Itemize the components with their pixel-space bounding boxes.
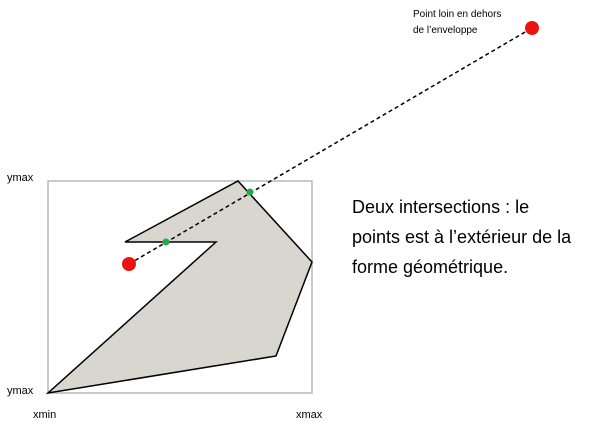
ymax-label-bottom: ymax — [7, 385, 34, 397]
far-outside-point — [525, 21, 539, 35]
far-point-label: Point loin en dehors de l’enveloppe — [413, 7, 501, 39]
xmin-label: xmin — [33, 409, 57, 421]
xmax-label: xmax — [296, 409, 323, 421]
intersection-point-2 — [246, 188, 254, 196]
geometric-shape — [45, 180, 313, 395]
far-point-label-line2: de l’enveloppe — [413, 25, 478, 36]
explanation-line2: points est à l’extérieur de la — [352, 227, 572, 247]
far-point-label-line1: Point loin en dehors — [413, 9, 502, 20]
explanation-line3: forme géométrique. — [352, 257, 509, 277]
intersection-point-1 — [162, 238, 170, 246]
ray-line — [128, 27, 533, 265]
bounding-box — [47, 180, 313, 394]
explanation-line1: Deux intersections : le — [352, 197, 530, 217]
explanation-text: Deux intersections : le points est à l’e… — [352, 192, 592, 282]
inner-test-point — [122, 257, 136, 271]
ymax-label-top: ymax — [7, 172, 34, 184]
